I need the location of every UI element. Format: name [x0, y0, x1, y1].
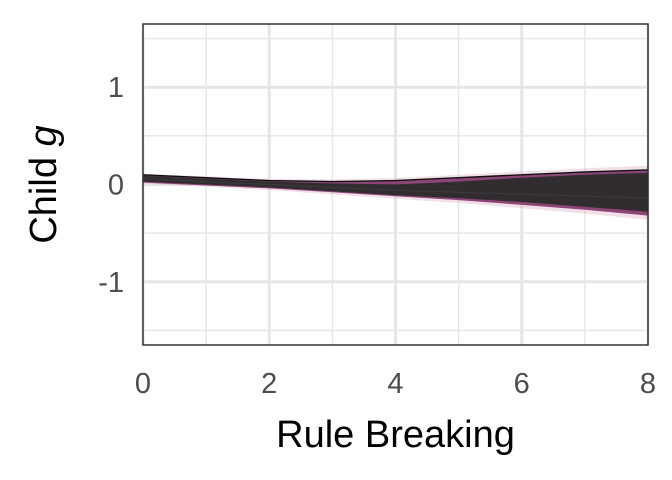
y-tick-label: -1	[98, 267, 124, 299]
y-axis-title-text: Child	[23, 146, 65, 243]
inner-band	[143, 172, 648, 212]
y-axis-title: Child g	[23, 125, 65, 243]
x-tick-label: 0	[135, 368, 151, 400]
y-tick-labels: -1 0 1	[98, 72, 124, 299]
central-line	[142, 178, 649, 199]
panel-border	[142, 23, 649, 346]
y-tick-label: 1	[108, 72, 124, 104]
x-tick-labels: 0 2 4 6 8	[135, 368, 656, 400]
uncertainty-bands	[142, 165, 649, 220]
x-tick-label: 6	[514, 368, 530, 400]
x-axis-title: Rule Breaking	[276, 414, 515, 456]
x-tick-label: 2	[261, 368, 277, 400]
y-tick-label: 0	[108, 170, 124, 202]
x-tick-label: 4	[387, 368, 403, 400]
y-axis-title-variable: g	[23, 125, 65, 146]
upper-edge-line	[142, 169, 649, 183]
x-tick-label: 8	[640, 368, 656, 400]
